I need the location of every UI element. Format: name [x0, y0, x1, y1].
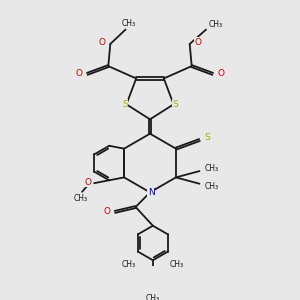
- Text: O: O: [104, 207, 111, 216]
- Text: S: S: [172, 100, 178, 109]
- Text: CH₃: CH₃: [146, 294, 160, 300]
- Text: S: S: [122, 100, 128, 109]
- Text: CH₃: CH₃: [169, 260, 184, 269]
- Text: N: N: [148, 188, 154, 197]
- Text: O: O: [217, 69, 224, 78]
- Text: S: S: [205, 133, 210, 142]
- Text: CH₃: CH₃: [122, 19, 136, 28]
- Text: O: O: [84, 178, 92, 187]
- Text: CH₃: CH₃: [122, 260, 136, 269]
- Text: O: O: [99, 38, 106, 47]
- Text: CH₃: CH₃: [208, 20, 222, 29]
- Text: O: O: [76, 69, 83, 78]
- Text: CH₃: CH₃: [205, 164, 219, 173]
- Text: CH₃: CH₃: [205, 182, 219, 190]
- Text: CH₃: CH₃: [74, 194, 88, 202]
- Text: O: O: [194, 38, 201, 47]
